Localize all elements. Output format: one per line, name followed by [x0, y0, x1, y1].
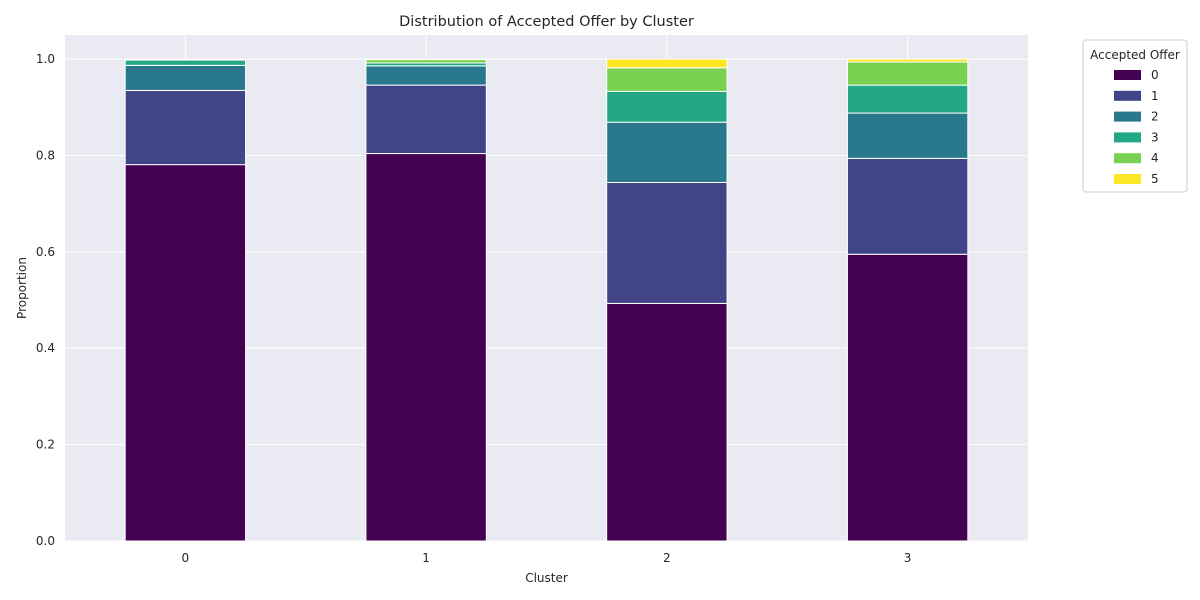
x-tick-labels: 0 1 2 3: [182, 551, 912, 565]
bar-segment-cluster-3-offer-4: [846, 61, 969, 86]
legend-swatch: [1114, 132, 1141, 143]
x-tick-label: 0: [182, 551, 190, 565]
y-tick-label: 0.2: [36, 438, 55, 452]
legend: Accepted Offer 0 1 2 3 4 5: [1082, 39, 1188, 193]
bar-segment-cluster-0-offer-0: [124, 164, 247, 542]
bar-segment-cluster-1-offer-0: [365, 153, 487, 542]
y-tick-label: 1.0: [36, 52, 55, 66]
legend-swatch: [1114, 90, 1141, 101]
bar-segment-cluster-0-offer-1: [124, 89, 247, 166]
legend-swatch: [1114, 174, 1141, 184]
bar-segment-cluster-3-offer-5: [846, 58, 969, 63]
legend-swatch: [1114, 111, 1141, 122]
legend-label: 2: [1151, 110, 1159, 124]
bars: [124, 58, 969, 542]
bar-segment-cluster-1-offer-4: [365, 59, 487, 64]
bar-segment-cluster-1-offer-2: [365, 65, 487, 86]
legend-label: 4: [1151, 151, 1159, 165]
bar-segment-cluster-3-offer-2: [846, 112, 969, 159]
legend-label: 0: [1151, 68, 1159, 82]
y-tick-label: 0.6: [36, 245, 55, 259]
y-tick-label: 0.8: [36, 148, 55, 162]
x-tick-label: 2: [663, 551, 671, 565]
legend-swatch: [1114, 70, 1141, 80]
bar-segment-cluster-3-offer-3: [846, 84, 969, 114]
legend-label: 3: [1151, 130, 1159, 144]
bar-segment-cluster-0-offer-3: [124, 59, 247, 66]
bar-segment-cluster-1-offer-1: [365, 84, 487, 155]
y-tick-labels: 0.0 0.2 0.4 0.6 0.8 1.0: [36, 52, 55, 548]
bar-segment-cluster-0-offer-2: [124, 64, 247, 91]
bar-segment-cluster-2-offer-2: [606, 121, 728, 183]
bar-segment-cluster-0-offer-4: [124, 58, 247, 61]
y-axis-label: Proportion: [15, 257, 29, 319]
legend-title: Accepted Offer: [1090, 48, 1180, 62]
x-axis-label: Cluster: [525, 571, 568, 585]
legend-label: 1: [1151, 89, 1159, 103]
legend-label: 5: [1151, 172, 1159, 186]
bar-segment-cluster-2-offer-0: [606, 302, 728, 542]
bar-segment-cluster-3-offer-0: [846, 253, 969, 542]
bar-segment-cluster-2-offer-1: [606, 181, 728, 304]
x-tick-label: 1: [422, 551, 430, 565]
bar-segment-cluster-3-offer-1: [846, 157, 969, 255]
y-tick-label: 0.0: [36, 534, 55, 548]
legend-swatch: [1114, 153, 1141, 164]
x-tick-label: 3: [904, 551, 912, 565]
bar-segment-cluster-2-offer-4: [606, 67, 728, 92]
bar-segment-cluster-2-offer-3: [606, 90, 728, 123]
legend-items: 0 1 2 3 4 5: [1114, 68, 1159, 186]
chart-title: Distribution of Accepted Offer by Cluste…: [399, 14, 694, 30]
bar-segment-cluster-2-offer-5: [606, 58, 728, 69]
y-tick-label: 0.4: [36, 341, 55, 355]
